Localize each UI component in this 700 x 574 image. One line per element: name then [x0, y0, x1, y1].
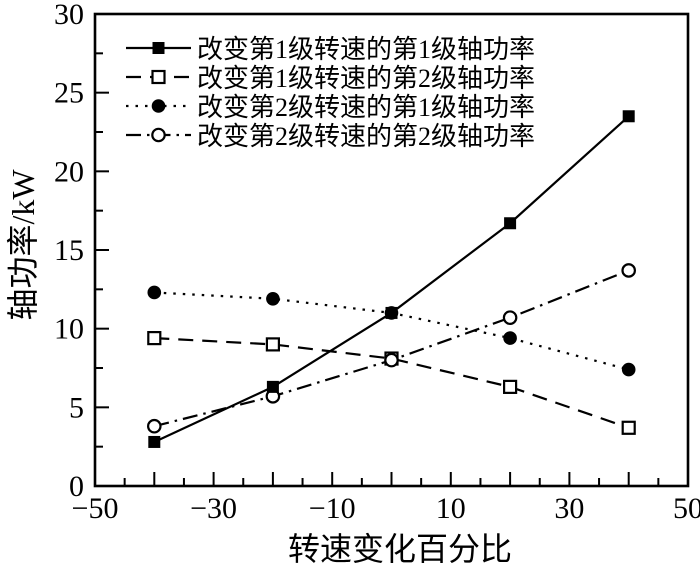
series-1-marker — [148, 435, 161, 448]
y-tick-label: 30 — [54, 0, 84, 31]
y-tick-label: 0 — [69, 470, 84, 503]
legend-entry: 改变第1级转速的第2级轴功率 — [126, 64, 535, 93]
series-4-marker — [621, 263, 636, 278]
series-4 — [147, 263, 636, 434]
legend-entry: 改变第2级转速的第1级轴功率 — [126, 93, 535, 122]
series-4-marker — [384, 352, 399, 368]
legend-label: 改变第1级转速的第1级轴功率 — [197, 35, 535, 64]
series-2-marker — [503, 379, 518, 394]
x-tick-label: −50 — [72, 492, 119, 525]
plot-layer: −50 −30 −10 10 30 50 0 5 10 15 20 25 30 改变第1级转速的第1级轴功… — [54, 0, 700, 525]
series-4-marker — [502, 310, 518, 325]
series-2-marker — [265, 337, 280, 352]
y-tick-label: 10 — [54, 313, 84, 346]
legend-entry: 改变第2级转速的第2级轴功率 — [126, 122, 535, 151]
series-3-marker — [621, 362, 636, 377]
legend-marker-open-square — [151, 69, 166, 85]
legend-marker-open-circle — [151, 127, 166, 143]
legend-label: 改变第2级转速的第1级轴功率 — [197, 93, 535, 122]
series-3-marker — [147, 285, 162, 300]
series-1 — [148, 110, 635, 448]
series-2 — [147, 331, 636, 435]
series-2-marker — [621, 420, 636, 435]
series-2-line — [154, 337, 630, 429]
x-tick-label: 10 — [436, 492, 466, 525]
legend-label: 改变第1级转速的第2级轴功率 — [197, 64, 535, 93]
y-tick-label: 20 — [54, 155, 84, 188]
y-tick-label: 25 — [54, 77, 84, 110]
series-1-marker — [266, 380, 279, 393]
plot-frame — [93, 12, 690, 488]
legend-marker-filled-square — [152, 42, 165, 54]
y-tick-label: 15 — [54, 234, 84, 267]
series-3-marker — [503, 331, 517, 345]
series-4-marker — [147, 418, 162, 434]
series-1-marker — [385, 306, 398, 319]
x-axis-title: 转速变化百分比 — [288, 531, 512, 567]
legend-label: 改变第2级转速的第2级轴功率 — [197, 122, 535, 151]
legend-entry: 改变第1级转速的第1级轴功率 — [126, 35, 535, 64]
x-tick-label: −30 — [190, 492, 237, 525]
series-1-marker — [622, 110, 635, 123]
y-axis-title: 轴功率/kW — [5, 169, 41, 321]
legend-marker-filled-circle — [151, 99, 166, 113]
x-tick-label: −10 — [309, 492, 356, 525]
x-tick-label: 50 — [673, 492, 700, 525]
series-1-line — [153, 115, 630, 443]
legend: 改变第1级转速的第1级轴功率改变第1级转速的第2级轴功率改变第2级转速的第1级轴… — [126, 35, 535, 151]
series-1-marker — [504, 217, 517, 230]
x-tick-label: 30 — [554, 492, 584, 525]
series-2-marker — [147, 331, 162, 346]
series-3-marker — [266, 291, 280, 306]
y-tick-label: 5 — [69, 391, 84, 424]
